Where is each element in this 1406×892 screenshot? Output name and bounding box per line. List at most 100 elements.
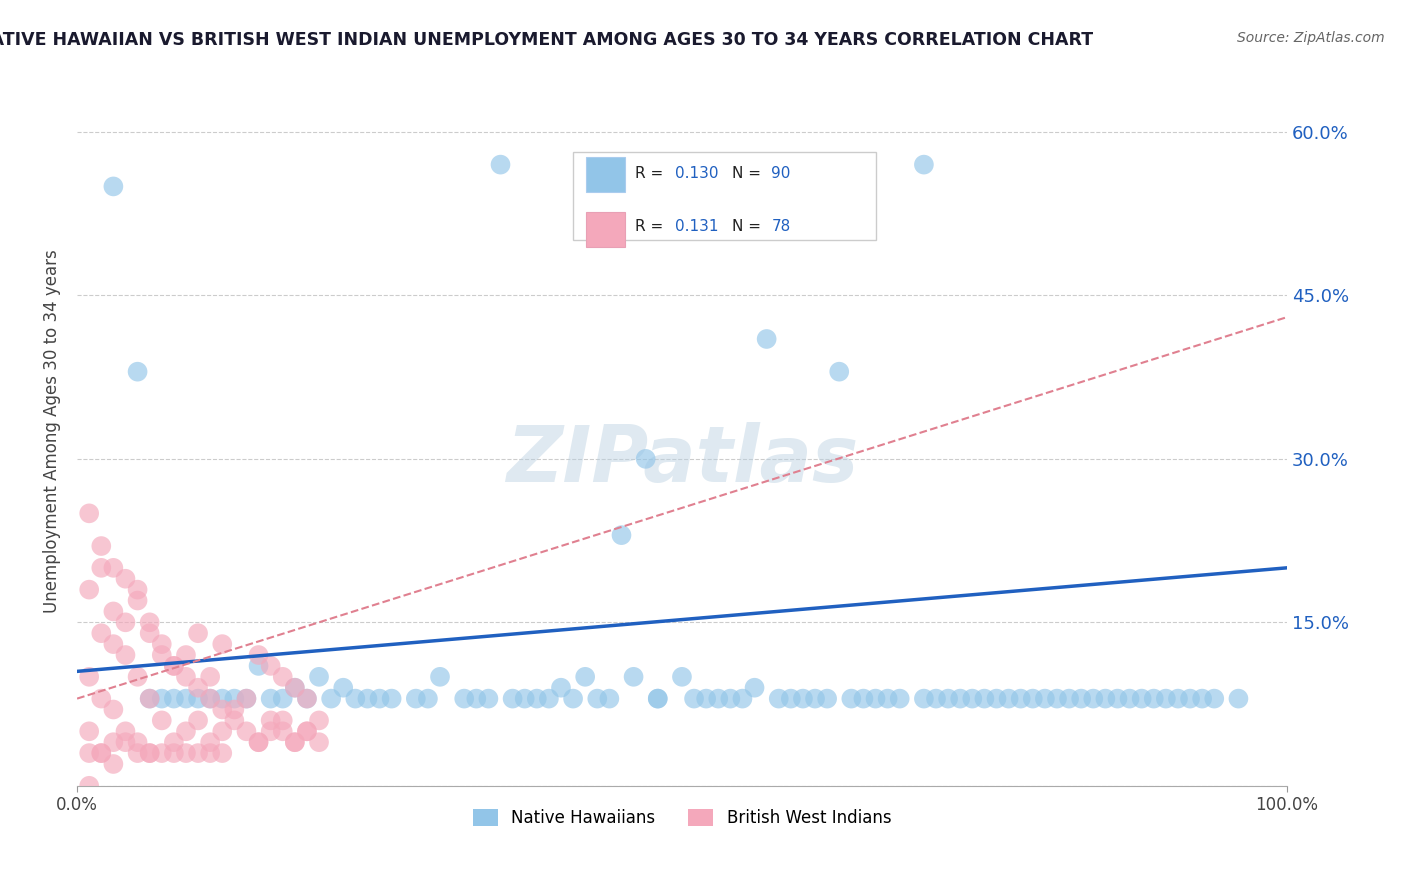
Text: NATIVE HAWAIIAN VS BRITISH WEST INDIAN UNEMPLOYMENT AMONG AGES 30 TO 34 YEARS CO: NATIVE HAWAIIAN VS BRITISH WEST INDIAN U…: [0, 31, 1092, 49]
Text: 0.131: 0.131: [675, 219, 718, 234]
Point: [284, 681, 307, 695]
Point: [127, 735, 149, 749]
Point: [718, 691, 741, 706]
Point: [90, 561, 112, 575]
Point: [150, 648, 173, 662]
Point: [103, 604, 125, 618]
Point: [1167, 691, 1189, 706]
Point: [1178, 691, 1201, 706]
Point: [962, 691, 984, 706]
Point: [114, 735, 136, 749]
Point: [936, 691, 959, 706]
Point: [1227, 691, 1250, 706]
Point: [1010, 691, 1032, 706]
Point: [114, 572, 136, 586]
Point: [356, 691, 378, 706]
Point: [187, 746, 209, 760]
Point: [198, 691, 221, 706]
Point: [284, 735, 307, 749]
Point: [1191, 691, 1213, 706]
Point: [259, 691, 281, 706]
Point: [77, 582, 100, 597]
Point: [912, 158, 935, 172]
Point: [211, 691, 233, 706]
Point: [103, 756, 125, 771]
Text: R =: R =: [634, 166, 668, 181]
Point: [1083, 691, 1105, 706]
Point: [271, 724, 294, 739]
Point: [150, 691, 173, 706]
Point: [755, 332, 778, 346]
Point: [90, 746, 112, 760]
Point: [647, 691, 669, 706]
Point: [127, 365, 149, 379]
Point: [744, 681, 766, 695]
Point: [284, 735, 307, 749]
Point: [174, 648, 197, 662]
Point: [198, 691, 221, 706]
Point: [224, 714, 246, 728]
Point: [247, 659, 270, 673]
Point: [1022, 691, 1045, 706]
Point: [163, 746, 186, 760]
Point: [150, 637, 173, 651]
Point: [477, 691, 499, 706]
Point: [103, 561, 125, 575]
Point: [163, 659, 186, 673]
Point: [308, 714, 330, 728]
Point: [634, 451, 657, 466]
Text: 90: 90: [772, 166, 790, 181]
Point: [211, 637, 233, 651]
Point: [295, 724, 318, 739]
Point: [429, 670, 451, 684]
Point: [187, 626, 209, 640]
FancyBboxPatch shape: [586, 158, 626, 192]
Point: [1118, 691, 1140, 706]
Point: [163, 659, 186, 673]
Point: [77, 779, 100, 793]
Point: [103, 702, 125, 716]
Point: [502, 691, 524, 706]
Point: [187, 681, 209, 695]
Legend: Native Hawaiians, British West Indians: Native Hawaiians, British West Indians: [465, 803, 898, 834]
Point: [77, 724, 100, 739]
Point: [90, 691, 112, 706]
Point: [271, 670, 294, 684]
Point: [198, 670, 221, 684]
Point: [949, 691, 972, 706]
Point: [224, 691, 246, 706]
Point: [138, 615, 160, 630]
Point: [259, 714, 281, 728]
Point: [1107, 691, 1129, 706]
Point: [295, 691, 318, 706]
Point: [127, 670, 149, 684]
Point: [114, 615, 136, 630]
Point: [779, 691, 801, 706]
Point: [295, 691, 318, 706]
Point: [198, 746, 221, 760]
Point: [997, 691, 1019, 706]
Point: [912, 691, 935, 706]
Point: [1057, 691, 1080, 706]
Point: [550, 681, 572, 695]
Point: [163, 735, 186, 749]
Point: [174, 724, 197, 739]
Point: [198, 735, 221, 749]
Point: [623, 670, 645, 684]
Point: [405, 691, 427, 706]
Point: [90, 746, 112, 760]
Point: [1154, 691, 1177, 706]
Point: [381, 691, 404, 706]
Point: [211, 746, 233, 760]
Point: [731, 691, 754, 706]
Point: [1070, 691, 1092, 706]
Point: [127, 593, 149, 607]
Point: [562, 691, 585, 706]
Point: [127, 746, 149, 760]
Point: [647, 691, 669, 706]
Point: [973, 691, 995, 706]
Point: [889, 691, 911, 706]
Point: [804, 691, 827, 706]
Point: [114, 724, 136, 739]
Point: [295, 724, 318, 739]
